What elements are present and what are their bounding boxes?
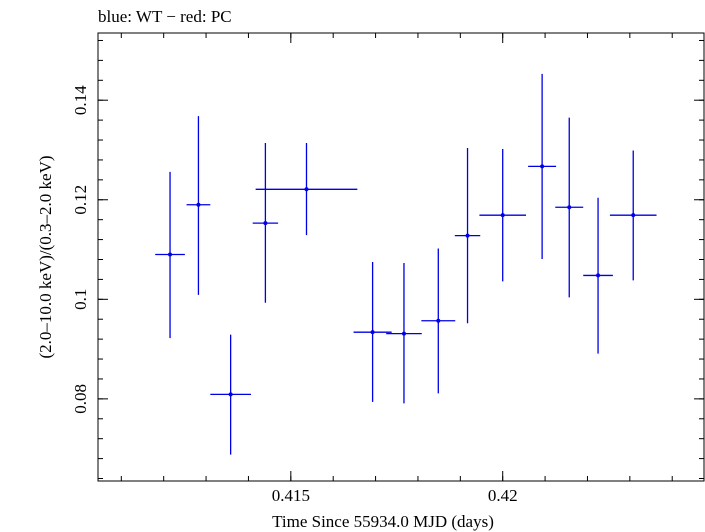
point-marker xyxy=(168,252,173,257)
axis-tick-labels: 0.415 0.42 0.08 0.1 0.12 0.14 xyxy=(71,85,518,505)
data-point xyxy=(609,150,657,281)
y-tick-label: 0.12 xyxy=(71,185,90,215)
point-marker xyxy=(465,233,470,238)
data-point xyxy=(210,334,251,455)
data-point xyxy=(421,248,456,394)
point-marker xyxy=(567,205,572,210)
point-marker xyxy=(596,273,601,278)
data-point xyxy=(353,261,392,402)
point-marker xyxy=(436,318,441,323)
point-marker xyxy=(196,202,201,207)
data-point xyxy=(454,147,481,324)
data-point xyxy=(252,143,279,303)
data-points xyxy=(155,73,657,455)
x-tick-label: 0.415 xyxy=(272,486,310,505)
point-marker xyxy=(228,392,233,397)
point-marker xyxy=(401,331,406,336)
point-marker xyxy=(500,213,505,218)
data-point xyxy=(555,117,584,298)
chart-title: blue: WT − red: PC xyxy=(98,7,232,26)
y-tick-label: 0.14 xyxy=(71,85,90,115)
y-tick-label: 0.08 xyxy=(71,384,90,414)
point-marker xyxy=(631,213,636,218)
data-point xyxy=(386,262,422,404)
point-marker xyxy=(370,330,375,335)
y-tick-label: 0.1 xyxy=(71,289,90,310)
point-marker xyxy=(540,164,545,169)
x-axis-label: Time Since 55934.0 MJD (days) xyxy=(272,512,494,531)
data-point xyxy=(255,143,358,236)
data-point xyxy=(528,73,557,259)
x-tick-label: 0.42 xyxy=(488,486,518,505)
data-point xyxy=(155,171,185,339)
plot-frame xyxy=(97,32,705,482)
y-axis-label: (2.0–10.0 keV)/(0.3–2.0 keV) xyxy=(36,155,55,358)
data-point xyxy=(583,197,613,354)
data-point xyxy=(479,148,527,282)
point-marker xyxy=(304,187,309,192)
axis-ticks xyxy=(98,33,704,481)
point-marker xyxy=(263,221,268,226)
data-point xyxy=(186,116,211,295)
